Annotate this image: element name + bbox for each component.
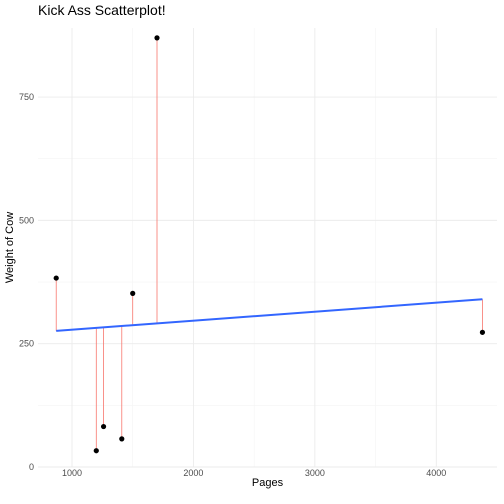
x-tick-label: 3000 (305, 468, 325, 478)
data-point (479, 329, 486, 335)
y-tick-label: 750 (19, 92, 34, 102)
fit-line-group (56, 298, 483, 332)
x-tick-label: 2000 (183, 468, 203, 478)
y-tick-label: 0 (29, 462, 34, 472)
chart-title: Kick Ass Scatterplot! (38, 2, 166, 18)
data-point (154, 35, 160, 41)
data-point (130, 290, 136, 296)
minor-gridlines (38, 28, 497, 467)
y-tick-label: 500 (19, 215, 34, 225)
data-point (93, 448, 99, 454)
x-tick-label: 1000 (62, 468, 82, 478)
residual-lines (55, 37, 483, 451)
x-tick-labels: 1000 2000 3000 4000 (62, 468, 446, 478)
data-point (119, 436, 125, 442)
y-tick-label: 250 (19, 339, 34, 349)
x-tick-label: 4000 (426, 468, 446, 478)
y-axis-label: Weight of Cow (4, 212, 16, 283)
data-points (53, 35, 486, 454)
data-point (53, 275, 59, 281)
data-point (100, 423, 107, 430)
fit-line (56, 298, 483, 332)
major-gridlines (38, 28, 497, 468)
y-tick-labels: 0 250 500 750 (19, 92, 34, 472)
x-axis-label: Pages (252, 477, 284, 489)
